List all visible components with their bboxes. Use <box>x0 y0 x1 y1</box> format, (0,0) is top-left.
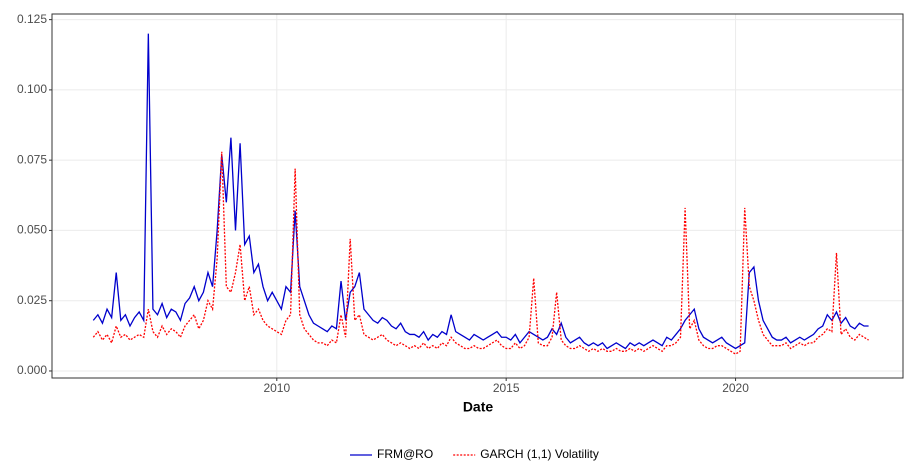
x-axis-label: Date <box>463 399 494 415</box>
y-tick-label: 0.100 <box>17 82 47 96</box>
x-tick-label: 2015 <box>493 381 520 395</box>
y-tick-label: 0.025 <box>17 293 47 307</box>
series-line <box>92 151 869 355</box>
legend-label: GARCH (1,1) Volatility <box>480 447 599 461</box>
legend-label: FRM@RO <box>377 447 433 461</box>
x-tick-label: 2010 <box>263 381 290 395</box>
y-tick-label: 0.125 <box>17 12 47 26</box>
panel-border <box>51 13 904 379</box>
series-line <box>92 33 869 350</box>
y-tick-label: 0.000 <box>17 363 47 377</box>
x-tick-label: 2020 <box>722 381 749 395</box>
y-tick-label: 0.050 <box>17 223 47 237</box>
y-tick-label: 0.075 <box>17 152 47 166</box>
